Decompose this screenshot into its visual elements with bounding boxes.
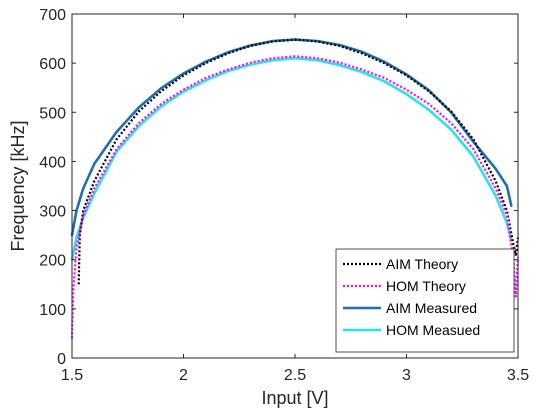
- legend-box: [335, 248, 515, 353]
- legend: AIM Theory HOM Theory AIM Measured HOM Meas…: [335, 248, 515, 353]
- y-tick-label: 0: [57, 351, 66, 368]
- series-line-hom-theory: [70, 55, 520, 339]
- tick-layer: 1.5 2 2.5 3 3.5 0 100 200 300 400 500 600 700: [39, 7, 529, 384]
- x-tick-label: 3.5: [507, 367, 529, 384]
- legend-items: AIM Theory HOM Theory AIM Measured HOM Meas…: [343, 256, 480, 338]
- x-axis-title: Input [V]: [261, 388, 328, 408]
- x-tick-label: 1.5: [61, 367, 83, 384]
- series-line-hom-measued: [70, 56, 513, 262]
- legend-label: HOM Measued: [386, 322, 480, 338]
- y-tick-label: 500: [39, 105, 66, 122]
- legend-label: AIM Measured: [386, 300, 477, 316]
- y-tick-label: 100: [39, 302, 66, 319]
- y-tick-label: 700: [39, 7, 66, 24]
- x-tick-label: 3: [402, 367, 411, 384]
- y-axis-title: Frequency [kHz]: [8, 120, 28, 251]
- y-tick-label: 200: [39, 253, 66, 270]
- y-tick-label: 400: [39, 154, 66, 171]
- x-tick-label: 2: [179, 367, 188, 384]
- x-tick-label: 2.5: [284, 367, 306, 384]
- series-layer: [70, 38, 520, 339]
- legend-label: AIM Theory: [386, 256, 458, 272]
- plot-area: 1.5 2 2.5 3 3.5 0 100 200 300 400 500 600 700: [39, 7, 529, 384]
- y-tick-label: 300: [39, 204, 66, 221]
- y-tick-label: 600: [39, 56, 66, 73]
- legend-label: HOM Theory: [386, 278, 466, 294]
